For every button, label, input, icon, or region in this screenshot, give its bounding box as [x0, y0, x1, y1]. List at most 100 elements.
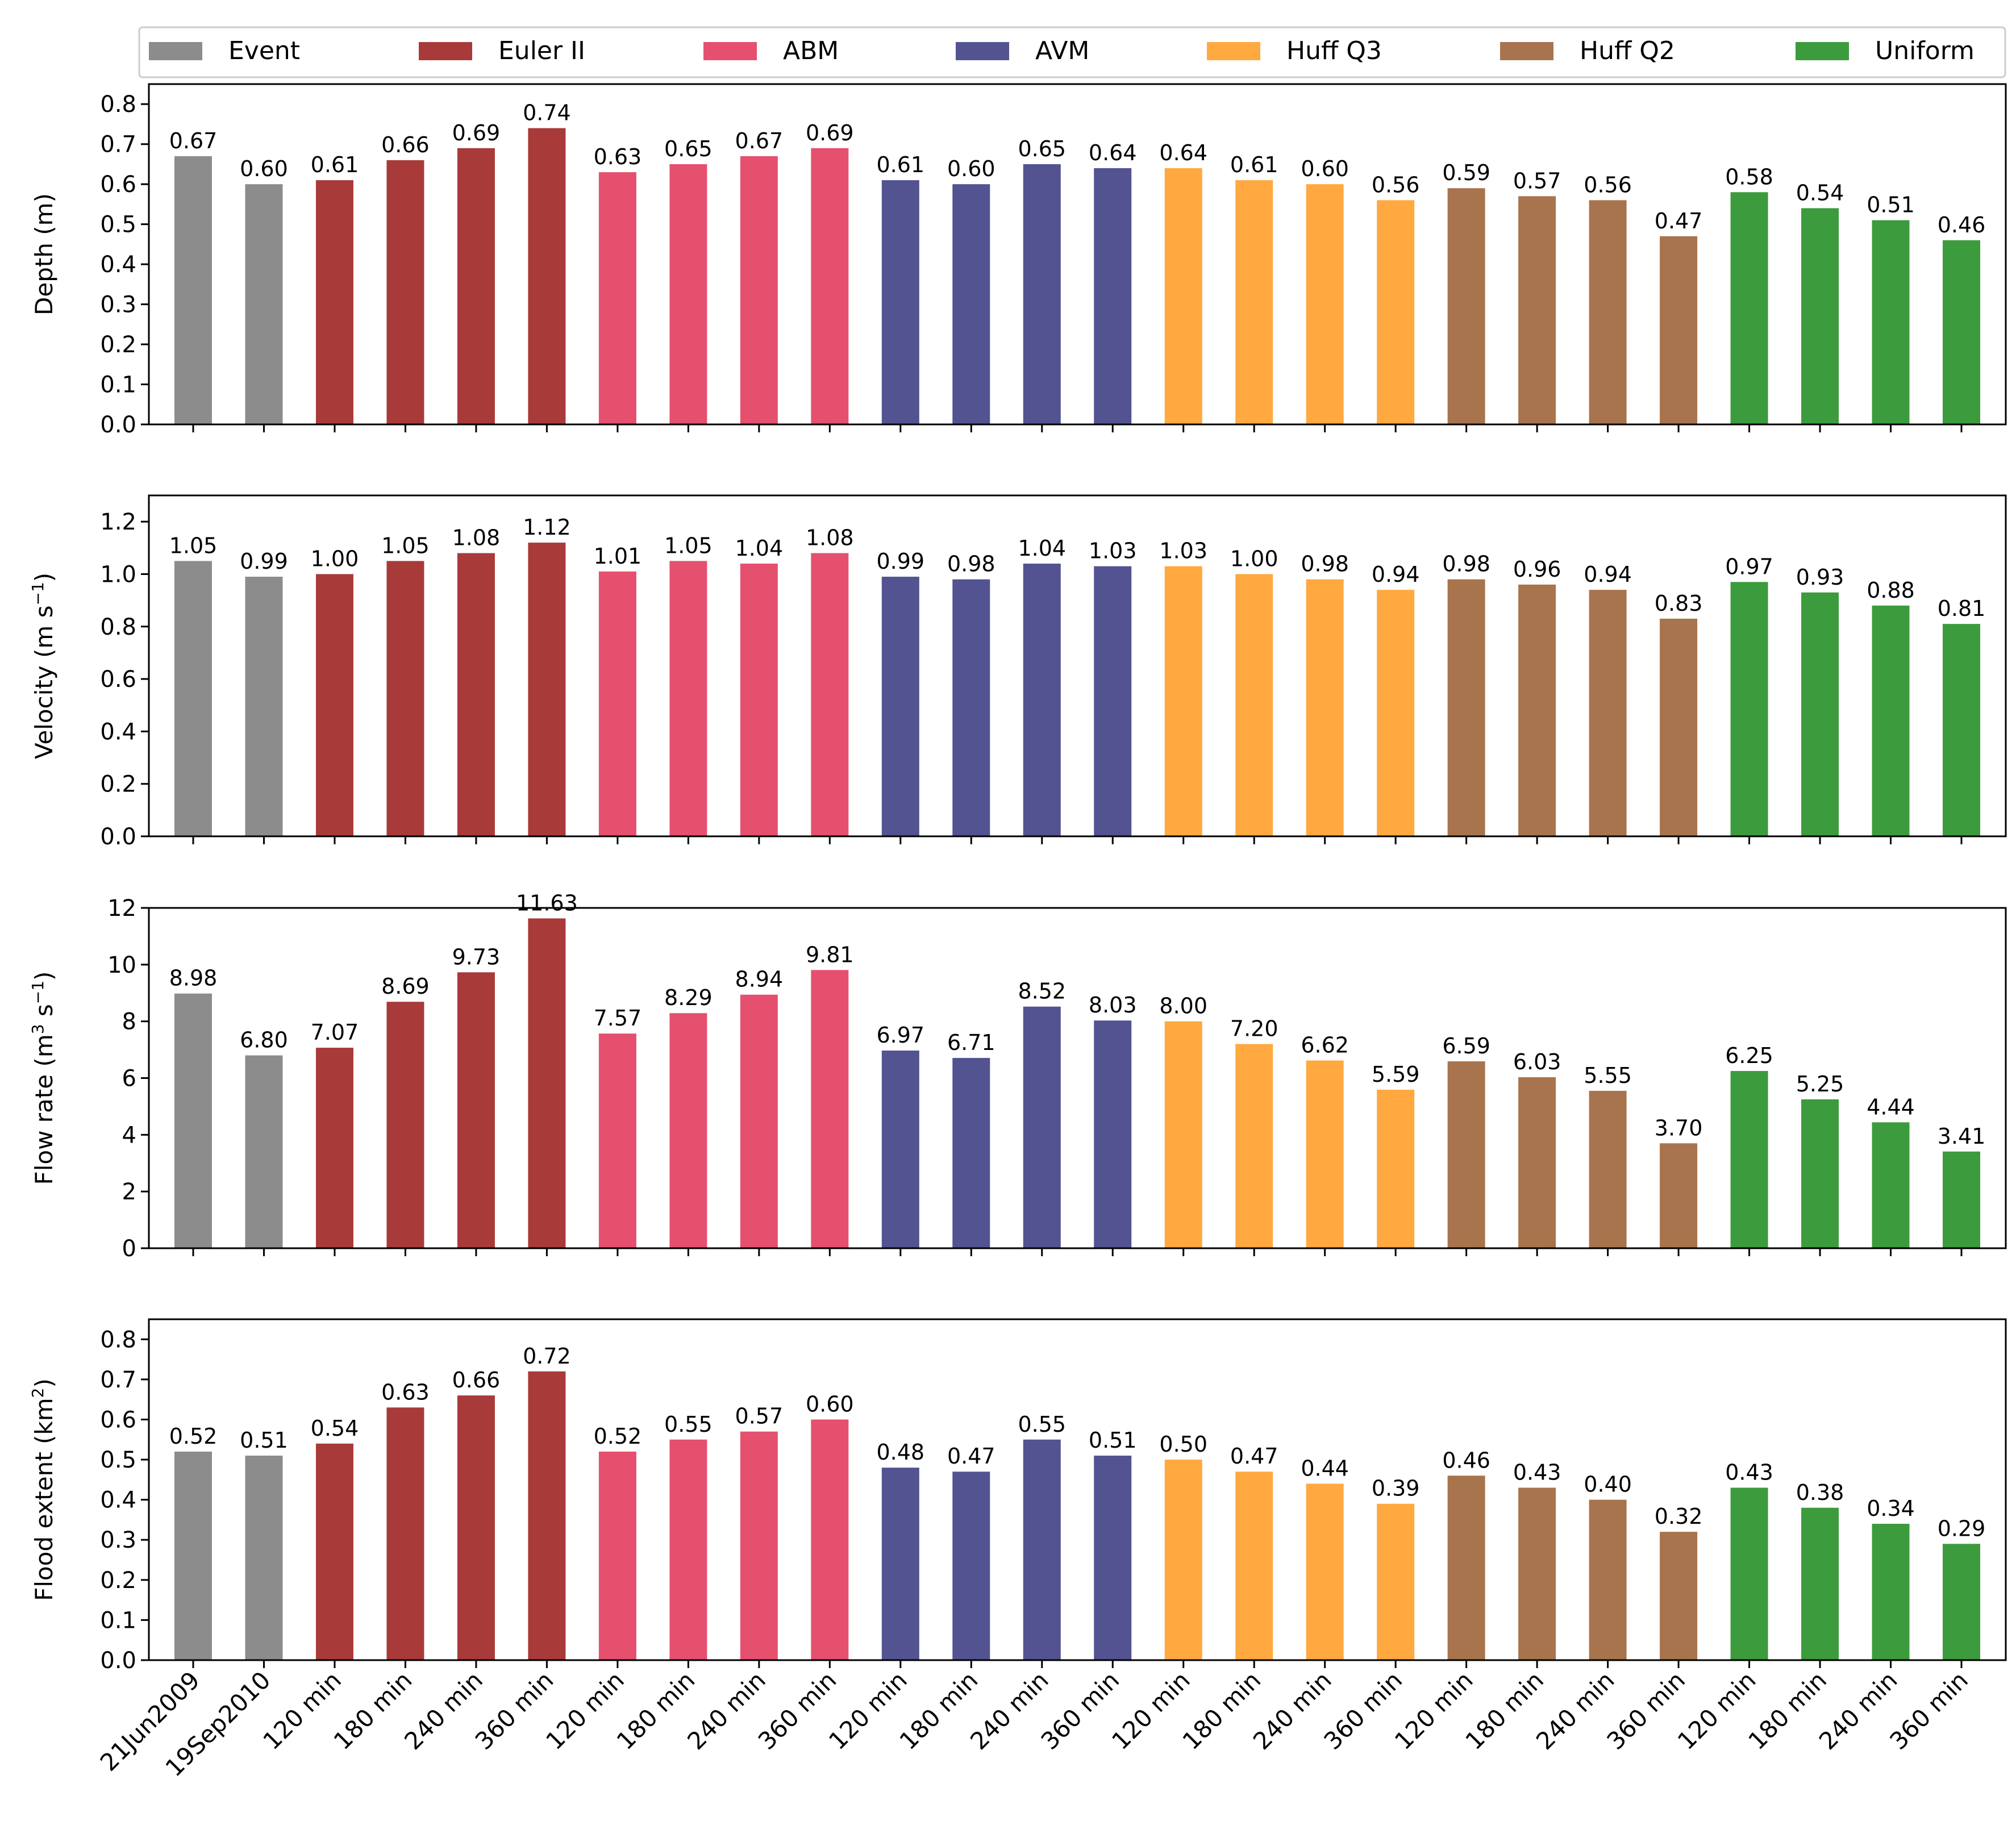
bar-avm-120-min	[881, 1051, 919, 1248]
bar-event-19sep2010	[245, 1456, 283, 1660]
y-tick-label: 0.5	[100, 1447, 136, 1473]
bar-uniform-360-min	[1943, 1544, 1980, 1660]
bar-uniform-180-min	[1801, 208, 1839, 424]
x-label-abm-180-min: 180 min	[611, 1666, 701, 1755]
legend-swatch-avm	[956, 42, 1009, 60]
y-tick-label: 0.3	[100, 292, 136, 318]
y-tick-label: 0.2	[100, 772, 136, 798]
x-label-abm-120-min: 120 min	[540, 1666, 630, 1755]
data-label: 0.39	[1372, 1476, 1420, 1501]
bar-avm-240-min	[1023, 564, 1061, 836]
bar-huff-q3-360-min	[1377, 1503, 1415, 1660]
y-tick-label: 0.6	[100, 1407, 136, 1433]
data-label: 0.54	[311, 1416, 359, 1441]
chart-panels: 0.670.60 0.610.66 0.690.740.63 0.65 0.67 0.69…	[28, 83, 2007, 1674]
data-label: 0.56	[1584, 172, 1632, 197]
data-label: 0.57	[735, 1404, 784, 1429]
x-label-huff-q3-240-min: 240 min	[1248, 1666, 1337, 1755]
bar-huff-q2-180-min	[1518, 196, 1556, 424]
data-label: 0.98	[1442, 552, 1490, 577]
bar-uniform-180-min	[1801, 592, 1839, 836]
bar-abm-240-min	[740, 564, 778, 836]
bar-euler-ii-180-min	[386, 1002, 424, 1248]
data-label: 0.81	[1938, 596, 1986, 621]
bar-abm-120-min	[598, 571, 636, 836]
bar-huff-q2-180-min	[1518, 584, 1556, 836]
axes-frame	[148, 494, 2007, 837]
bar-huff-q2-120-min	[1447, 1061, 1485, 1248]
bar-abm-180-min	[669, 164, 707, 424]
bar-huff-q2-240-min	[1589, 200, 1627, 424]
data-label: 0.57	[1513, 168, 1561, 193]
data-label: 0.74	[523, 101, 571, 126]
y-tick-label: 0.1	[100, 372, 136, 398]
bar-euler-ii-120-min	[315, 574, 353, 836]
data-label: 7.07	[311, 1020, 359, 1045]
bar-huff-q3-120-min	[1164, 1460, 1202, 1660]
data-label: 6.59	[1442, 1033, 1490, 1058]
bar-abm-240-min	[740, 994, 778, 1248]
x-label-huff-q3-360-min: 360 min	[1318, 1666, 1407, 1755]
data-label: 0.55	[1018, 1412, 1066, 1437]
data-label: 0.66	[452, 1368, 501, 1393]
bar-euler-ii-240-min	[457, 1395, 495, 1660]
data-label: 0.99	[240, 549, 288, 574]
data-label: 1.00	[311, 546, 359, 571]
data-label: 0.61	[311, 152, 359, 177]
data-label: 0.97	[1725, 554, 1773, 579]
bar-huff-q3-360-min	[1377, 590, 1415, 836]
bar-huff-q2-240-min	[1589, 590, 1627, 836]
bar-abm-180-min	[669, 561, 707, 836]
data-label: 0.60	[806, 1391, 854, 1416]
bar-huff-q2-360-min	[1660, 1532, 1698, 1660]
y-tick-label: 0.8	[100, 1327, 136, 1353]
y-tick-label: 0.7	[100, 132, 136, 158]
x-label-huff-q2-360-min: 360 min	[1601, 1666, 1690, 1755]
bar-event-21jun2009	[174, 156, 212, 424]
bar-huff-q2-360-min	[1660, 618, 1698, 836]
data-label: 0.99	[876, 549, 924, 574]
data-label: 1.03	[1089, 539, 1137, 564]
x-label-huff-q3-120-min: 120 min	[1106, 1666, 1196, 1755]
legend: Event Euler II ABM AVM Huff Q3 Huff Q2 Uniform	[138, 26, 2006, 78]
x-label-huff-q2-240-min: 240 min	[1531, 1666, 1620, 1755]
bar-uniform-180-min	[1801, 1507, 1839, 1660]
bar-huff-q3-120-min	[1164, 566, 1202, 836]
y-tick-label: 0	[122, 1236, 136, 1262]
axes-frame	[148, 83, 2007, 426]
bar-euler-ii-240-min	[457, 148, 495, 424]
y-axis-title: Flow rate (m3 s−1)	[28, 972, 59, 1185]
bar-huff-q3-180-min	[1235, 1044, 1273, 1248]
data-label: 1.03	[1159, 539, 1207, 564]
bar-euler-ii-360-min	[528, 1371, 566, 1660]
data-label: 11.63	[516, 890, 578, 915]
x-label-abm-360-min: 360 min	[753, 1666, 842, 1755]
bar-uniform-360-min	[1943, 240, 1980, 424]
bar-huff-q3-240-min	[1306, 184, 1344, 424]
y-tick-label: 0.4	[100, 719, 136, 745]
bar-abm-120-min	[598, 1033, 636, 1248]
data-label: 0.61	[1230, 152, 1278, 177]
data-label: 0.44	[1301, 1456, 1349, 1481]
bar-abm-240-min	[740, 1431, 778, 1660]
data-label: 8.03	[1089, 993, 1137, 1018]
bar-huff-q3-360-min	[1377, 200, 1415, 424]
y-axis-title: Velocity (m s−1)	[28, 573, 59, 759]
y-tick-label: 0.0	[100, 1648, 136, 1674]
data-label: 0.50	[1159, 1432, 1207, 1457]
bar-huff-q2-120-min	[1447, 188, 1485, 424]
data-label: 0.67	[735, 128, 784, 153]
panel-2: 1.05 0.99 1.00 1.05 1.08 1.12 1.01 1.05 1.04 1.08…	[28, 494, 2007, 850]
bar-event-19sep2010	[245, 577, 283, 836]
y-tick-label: 4	[122, 1122, 136, 1148]
x-label-euler-ii-240-min: 240 min	[399, 1666, 488, 1755]
data-label: 0.32	[1655, 1504, 1703, 1529]
y-tick-label: 0.2	[100, 332, 136, 358]
data-label: 0.43	[1513, 1460, 1561, 1485]
data-label: 0.69	[452, 120, 501, 145]
bar-huff-q2-360-min	[1660, 1143, 1698, 1248]
bar-uniform-240-min	[1872, 1524, 1910, 1660]
data-label: 1.04	[735, 536, 784, 561]
bar-euler-ii-120-min	[315, 1048, 353, 1248]
data-label: 0.51	[1867, 193, 1915, 218]
